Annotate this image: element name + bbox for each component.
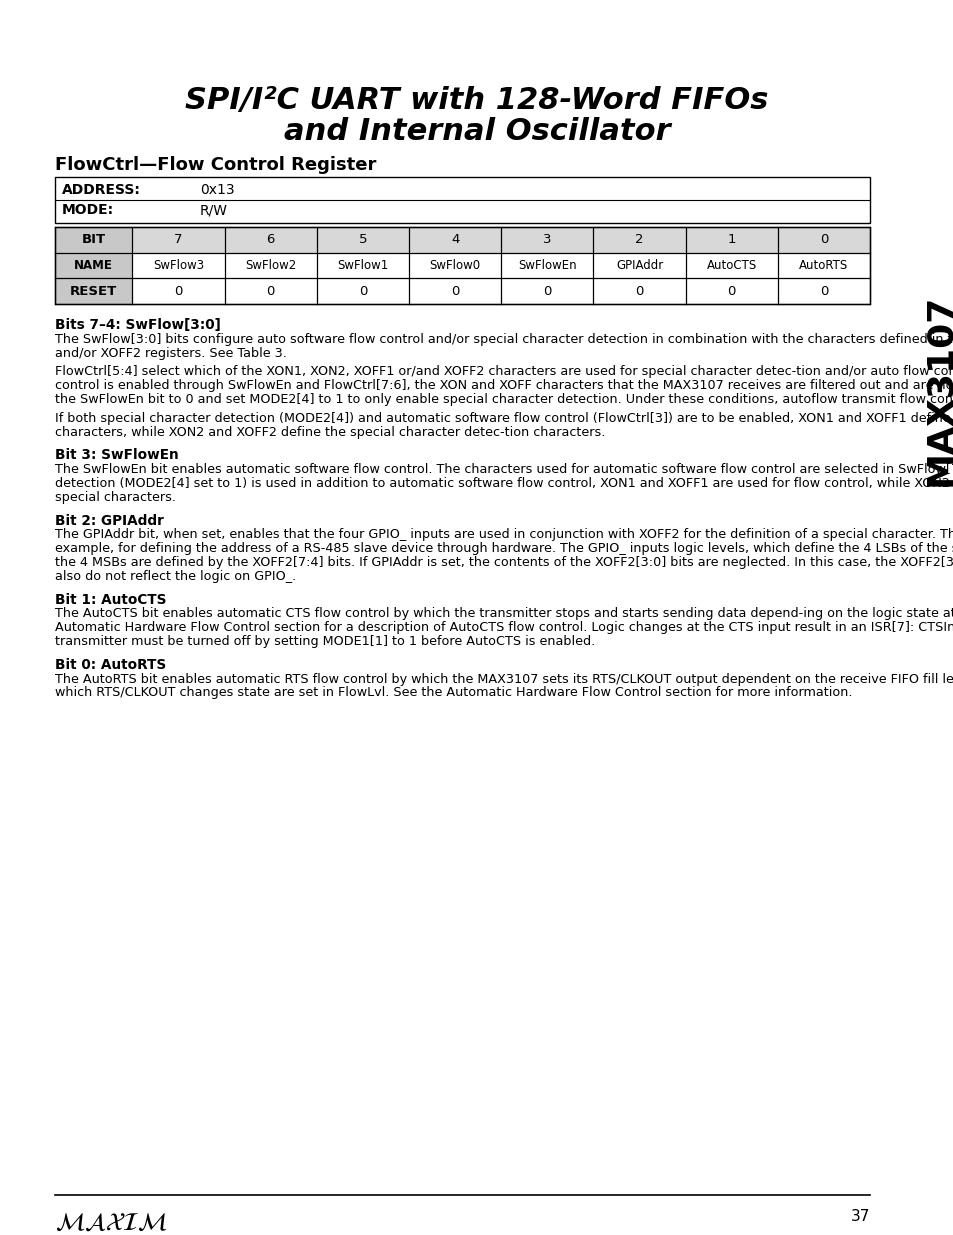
Text: 0: 0: [727, 284, 735, 298]
Text: 5: 5: [358, 233, 367, 246]
Text: FlowCtrl[5:4] select which of the XON1, XON2, XOFF1 or/and XOFF2 characters are : FlowCtrl[5:4] select which of the XON1, …: [55, 366, 953, 378]
Bar: [777, 278, 869, 304]
Text: special characters.: special characters.: [55, 490, 175, 504]
Text: 0: 0: [819, 233, 827, 246]
Bar: [316, 278, 409, 304]
Text: MAX3107: MAX3107: [923, 294, 953, 487]
Bar: [55, 278, 132, 304]
Text: MODE:: MODE:: [62, 203, 114, 217]
Text: 4: 4: [451, 233, 458, 246]
Bar: [316, 227, 409, 253]
Bar: [55, 227, 132, 253]
Text: BIT: BIT: [82, 233, 106, 246]
Bar: [500, 278, 593, 304]
Text: 37: 37: [850, 1209, 869, 1224]
Text: SwFlow0: SwFlow0: [429, 259, 480, 272]
Bar: [593, 278, 685, 304]
Text: FlowCtrl—Flow Control Register: FlowCtrl—Flow Control Register: [55, 156, 376, 174]
Bar: [593, 253, 685, 278]
Text: The GPIAddr bit, when set, enables that the four GPIO_ inputs are used in conjun: The GPIAddr bit, when set, enables that …: [55, 529, 953, 541]
Bar: [224, 227, 316, 253]
Text: SwFlowEn: SwFlowEn: [517, 259, 576, 272]
Text: control is enabled through SwFlowEn and FlowCtrl[7:6], the XON and XOFF characte: control is enabled through SwFlowEn and …: [55, 379, 953, 393]
Bar: [132, 278, 224, 304]
Text: Automatic Hardware Flow Control section for a description of AutoCTS flow contro: Automatic Hardware Flow Control section …: [55, 621, 953, 635]
Text: 0: 0: [635, 284, 643, 298]
Bar: [224, 278, 316, 304]
Text: The SwFlowEn bit enables automatic software flow control. The characters used fo: The SwFlowEn bit enables automatic softw…: [55, 463, 953, 477]
Text: 3: 3: [542, 233, 551, 246]
Text: 0: 0: [819, 284, 827, 298]
Bar: [409, 253, 500, 278]
Bar: [685, 253, 777, 278]
Text: 6: 6: [266, 233, 274, 246]
Text: RESET: RESET: [70, 284, 117, 298]
Bar: [500, 227, 593, 253]
Text: The AutoRTS bit enables automatic RTS flow control by which the MAX3107 sets its: The AutoRTS bit enables automatic RTS fl…: [55, 673, 953, 685]
Text: 0: 0: [451, 284, 458, 298]
Bar: [55, 253, 132, 278]
Text: AutoCTS: AutoCTS: [706, 259, 756, 272]
Text: ADDRESS:: ADDRESS:: [62, 183, 141, 196]
Text: detection (MODE2[4] set to 1) is used in addition to automatic software flow con: detection (MODE2[4] set to 1) is used in…: [55, 477, 953, 490]
Text: SPI/I²C UART with 128-Word FIFOs: SPI/I²C UART with 128-Word FIFOs: [185, 85, 768, 115]
Bar: [224, 253, 316, 278]
Text: SwFlow3: SwFlow3: [152, 259, 204, 272]
Bar: [777, 227, 869, 253]
Text: 2: 2: [635, 233, 643, 246]
Bar: [685, 227, 777, 253]
Text: the SwFlowEn bit to 0 and set MODE2[4] to 1 to only enable special character det: the SwFlowEn bit to 0 and set MODE2[4] t…: [55, 393, 953, 406]
Bar: [409, 227, 500, 253]
Text: AutoRTS: AutoRTS: [799, 259, 847, 272]
Text: example, for defining the address of a RS-485 slave device through hardware. The: example, for defining the address of a R…: [55, 542, 953, 556]
Bar: [55, 227, 869, 304]
Text: and Internal Oscillator: and Internal Oscillator: [283, 117, 670, 147]
Text: also do not reflect the logic on GPIO_.: also do not reflect the logic on GPIO_.: [55, 569, 296, 583]
Text: If both special character detection (MODE2[4]) and automatic software flow contr: If both special character detection (MOD…: [55, 411, 953, 425]
Text: Bit 1: AutoCTS: Bit 1: AutoCTS: [55, 593, 167, 606]
Text: Bit 3: SwFlowEn: Bit 3: SwFlowEn: [55, 448, 178, 462]
Text: NAME: NAME: [74, 259, 113, 272]
Text: The SwFlow[3:0] bits configure auto software flow control and/or special charact: The SwFlow[3:0] bits configure auto soft…: [55, 332, 953, 346]
Bar: [685, 278, 777, 304]
Text: $\mathcal{MAXIM}$: $\mathcal{MAXIM}$: [55, 1212, 167, 1235]
Text: SwFlow2: SwFlow2: [245, 259, 296, 272]
Bar: [132, 253, 224, 278]
Text: R/W: R/W: [200, 203, 228, 217]
Bar: [500, 253, 593, 278]
Text: characters, while XON2 and XOFF2 define the special character detec-tion charact: characters, while XON2 and XOFF2 define …: [55, 426, 605, 438]
Text: Bit 0: AutoRTS: Bit 0: AutoRTS: [55, 658, 166, 672]
Text: Bit 2: GPIAddr: Bit 2: GPIAddr: [55, 514, 164, 527]
Text: GPIAddr: GPIAddr: [616, 259, 662, 272]
Bar: [409, 278, 500, 304]
Text: and/or XOFF2 registers. See Table 3.: and/or XOFF2 registers. See Table 3.: [55, 347, 287, 359]
Bar: [777, 253, 869, 278]
Text: 0x13: 0x13: [200, 183, 234, 196]
Bar: [132, 227, 224, 253]
Text: 7: 7: [174, 233, 183, 246]
Text: transmitter must be turned off by setting MODE1[1] to 1 before AutoCTS is enable: transmitter must be turned off by settin…: [55, 635, 595, 648]
Text: 1: 1: [727, 233, 735, 246]
Text: SwFlow1: SwFlow1: [337, 259, 388, 272]
Bar: [316, 253, 409, 278]
Bar: [55, 177, 869, 224]
Text: 0: 0: [266, 284, 274, 298]
Text: The AutoCTS bit enables automatic CTS flow control by which the transmitter stop: The AutoCTS bit enables automatic CTS fl…: [55, 608, 953, 620]
Text: which RTS/CLKOUT changes state are set in FlowLvl. See the Automatic Hardware Fl: which RTS/CLKOUT changes state are set i…: [55, 687, 852, 699]
Text: 0: 0: [358, 284, 367, 298]
Text: the 4 MSBs are defined by the XOFF2[7:4] bits. If GPIAddr is set, the contents o: the 4 MSBs are defined by the XOFF2[7:4]…: [55, 556, 953, 569]
Text: 0: 0: [542, 284, 551, 298]
Bar: [593, 227, 685, 253]
Text: Bits 7–4: SwFlow[3:0]: Bits 7–4: SwFlow[3:0]: [55, 317, 220, 332]
Text: 0: 0: [174, 284, 183, 298]
